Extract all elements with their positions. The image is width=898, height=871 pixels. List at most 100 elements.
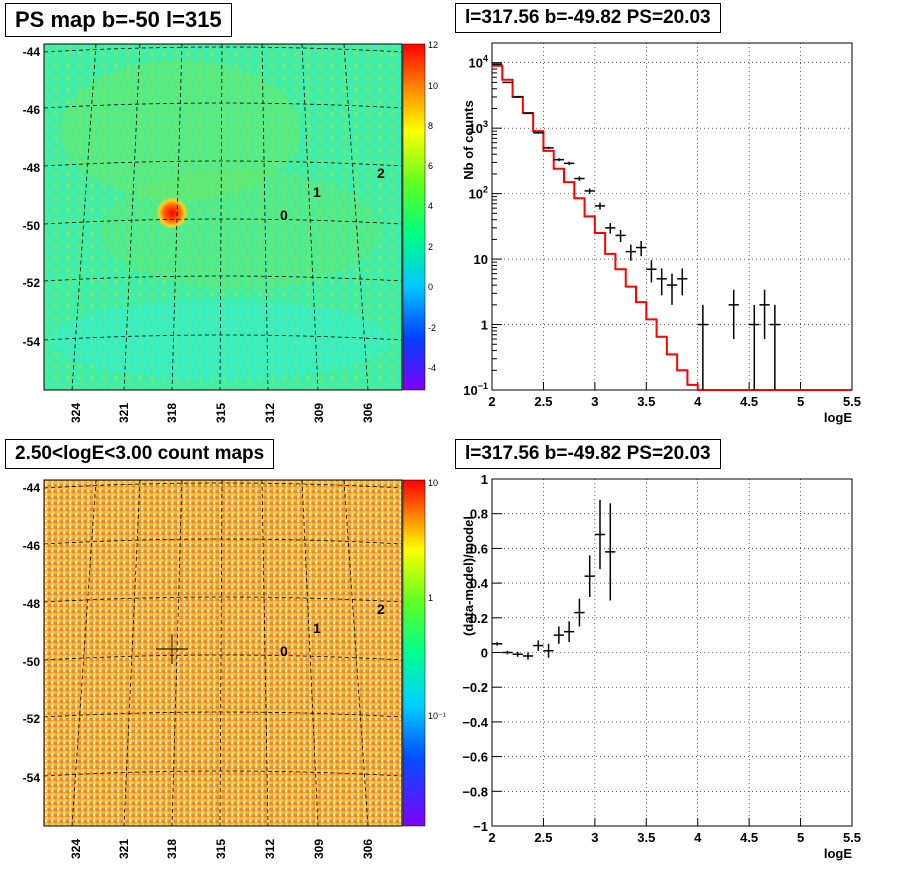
data-point [625,244,636,261]
y-tick-label: 0.8 [470,507,488,522]
x-axis-ticks: 2 2.5 3 3.5 4 4.5 5 5.5 [488,382,861,409]
data-points [492,499,616,660]
y-tick-labels: -44 -46 -48 -50 -52 -54 [23,481,41,785]
cbar-tick: -2 [428,323,436,333]
x-tick-label: 2.5 [534,830,552,845]
source-crosshair [156,634,188,664]
data-point [728,289,739,340]
x-tick-label: 3 [591,830,598,845]
grid [491,43,853,390]
data-point [502,650,513,655]
data-point [543,146,554,150]
marker-1: 1 [313,184,321,200]
data-point [522,652,534,660]
data-point [594,499,606,570]
y-tick-label: 10−1 [463,381,488,398]
x-axis-label: logE [824,410,852,425]
x-tick-label: 3 [591,394,598,409]
y-tick-label: 0.4 [470,576,489,591]
y-tick-label: −0.2 [462,680,488,695]
y-tick-label: −1 [473,819,488,834]
cbar-tick: -4 [428,363,436,373]
x-tick-label: 2 [488,394,495,409]
data-point [564,621,575,643]
data-point [584,555,595,597]
data-point [533,640,544,651]
y-tick: -48 [23,161,41,175]
data-point [759,289,770,340]
data-point [512,651,523,657]
x-tick: 309 [312,403,326,423]
x-tick: 315 [214,839,228,859]
data-point [553,626,564,644]
spectrum-title: l=317.56 b=-49.82 PS=20.03 [455,3,721,33]
plot-frame [491,42,853,391]
data-point [522,112,534,114]
data-point [574,176,585,181]
y-tick: -52 [23,712,41,726]
x-tick: 309 [312,839,326,859]
x-tick: 306 [361,839,375,859]
cbar-tick: 8 [428,121,433,131]
colorbar-ticks: 10 1 10⁻¹ [428,478,446,721]
x-tick-label: 3.5 [637,394,655,409]
model-histogram [492,64,852,391]
marker-2: 2 [377,165,385,181]
y-tick: -46 [23,539,41,553]
x-tick: 324 [69,403,83,423]
x-tick-label: 2 [488,830,495,845]
count-map-title: 2.50<logE<3.00 count maps [5,439,275,469]
data-point [749,304,760,390]
x-tick: 321 [117,403,131,423]
data-point [697,304,708,390]
x-tick: 315 [214,403,228,423]
y-tick: -44 [23,45,41,59]
y-tick-labels: -44 -46 -48 -50 -52 -54 [23,45,41,349]
y-axis-label: (data-model)/model [461,516,476,636]
data-point [584,188,595,194]
data-point [512,96,523,98]
y-tick-label: 102 [469,185,488,202]
data-point [492,63,503,65]
y-tick: -46 [23,103,41,117]
y-tick: -50 [23,219,41,233]
data-point [533,131,544,134]
data-point [553,158,564,162]
data-point [666,273,678,305]
x-tick-label: 5.5 [843,830,861,845]
x-tick: 324 [69,839,83,859]
hotspot [156,197,188,229]
data-point [492,642,503,646]
data-point [605,503,616,601]
ps-map-title: PS map b=-50 l=315 [5,3,232,37]
y-tick-label: 0 [481,646,488,661]
y-axis-label: Nb of counts [461,100,476,179]
x-tick-label: 3.5 [637,830,655,845]
x-tick: 318 [165,839,179,859]
data-point [677,268,688,296]
x-tick: 321 [117,839,131,859]
count-map-panel: 0 1 2 -44 -46 -48 -50 -52 -54 324 321 31… [23,478,446,859]
coordinate-grid [43,43,403,391]
cbar-tick: 4 [428,201,433,211]
y-tick: -54 [23,335,41,349]
x-tick-label: 4 [694,394,702,409]
y-tick-label: 0.6 [470,541,488,556]
data-point [543,643,554,658]
y-tick-label: 10 [474,252,488,267]
ps-map-panel: 0 1 2 -44 -46 -48 -50 -52 -54 324 321 31… [23,40,438,423]
cbar-tick: 6 [428,161,433,171]
x-tick: 312 [263,403,277,423]
x-tick: 306 [361,403,375,423]
cbar-tick: 10 [428,81,438,91]
marker-2: 2 [377,601,385,617]
x-tick-label: 4.5 [740,394,758,409]
x-tick-label: 2.5 [534,394,552,409]
x-tick-label: 4.5 [740,830,758,845]
marker-0: 0 [280,643,288,659]
x-tick: 318 [165,403,179,423]
data-point [646,260,657,283]
data-point [656,268,667,296]
y-tick: -52 [23,276,41,290]
